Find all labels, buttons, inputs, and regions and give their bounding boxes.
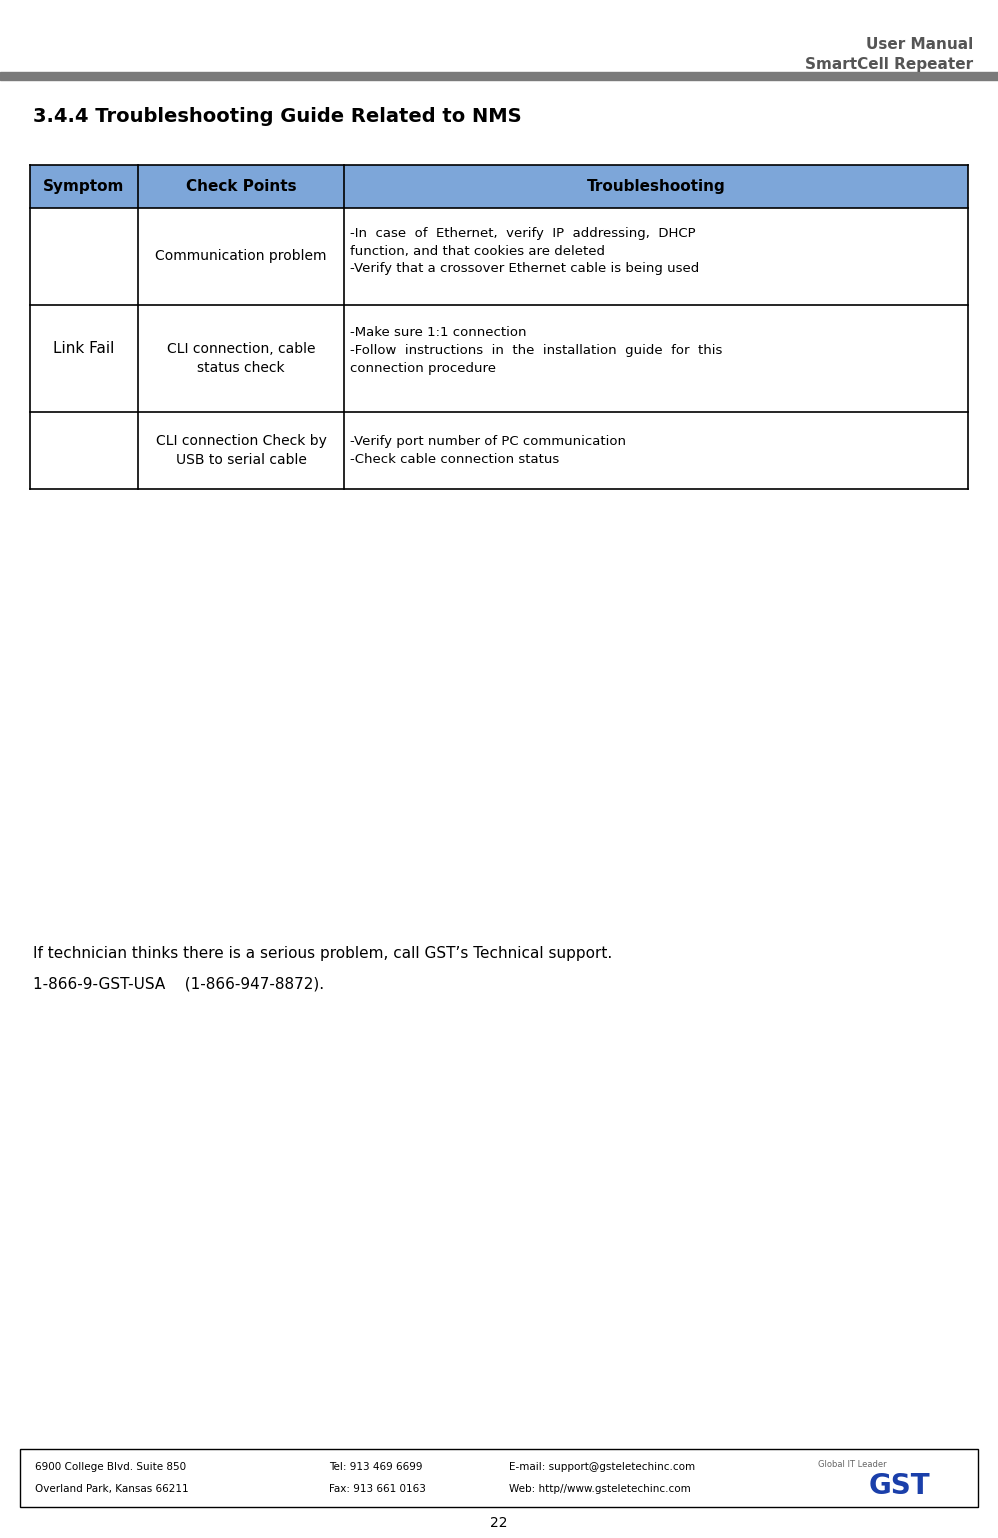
Text: User Manual: User Manual	[866, 37, 973, 52]
Text: -In  case  of  Ethernet,  verify  IP  addressing,  DHCP
function, and that cooki: -In case of Ethernet, verify IP addressi…	[350, 228, 700, 275]
Text: GST: GST	[868, 1472, 930, 1500]
Text: Communication problem: Communication problem	[156, 249, 326, 263]
Text: 22: 22	[490, 1515, 508, 1530]
Text: Symptom: Symptom	[43, 178, 125, 194]
Text: -Make sure 1:1 connection
-Follow  instructions  in  the  installation  guide  f: -Make sure 1:1 connection -Follow instru…	[350, 326, 723, 375]
Text: E-mail: support@gsteletechinc.com: E-mail: support@gsteletechinc.com	[509, 1463, 695, 1472]
Text: Troubleshooting: Troubleshooting	[587, 178, 726, 194]
Bar	[30, 208, 968, 489]
Text: Web: http//www.gsteletechinc.com: Web: http//www.gsteletechinc.com	[509, 1484, 691, 1493]
Text: Link Fail: Link Fail	[53, 341, 115, 355]
Text: -Verify port number of PC communication
-Check cable connection status: -Verify port number of PC communication …	[350, 435, 626, 466]
Text: If technician thinks there is a serious problem, call GST’s Technical support.: If technician thinks there is a serious …	[33, 946, 612, 961]
Text: Overland Park, Kansas 66211: Overland Park, Kansas 66211	[35, 1484, 189, 1493]
Text: CLI connection Check by
USB to serial cable: CLI connection Check by USB to serial ca…	[156, 434, 326, 468]
Bar	[30, 165, 968, 208]
Text: 3.4.4 Troubleshooting Guide Related to NMS: 3.4.4 Troubleshooting Guide Related to N…	[33, 108, 522, 126]
Bar	[0, 72, 998, 80]
Bar	[20, 1449, 978, 1507]
Text: Fax: 913 661 0163: Fax: 913 661 0163	[329, 1484, 426, 1493]
Text: Check Points: Check Points	[186, 178, 296, 194]
Text: Tel: 913 469 6699: Tel: 913 469 6699	[329, 1463, 423, 1472]
Text: 1-866-9-GST-USA    (1-866-947-8872).: 1-866-9-GST-USA (1-866-947-8872).	[33, 977, 324, 992]
Text: 6900 College Blvd. Suite 850: 6900 College Blvd. Suite 850	[35, 1463, 186, 1472]
Text: CLI connection, cable
status check: CLI connection, cable status check	[167, 341, 315, 375]
Text: SmartCell Repeater: SmartCell Repeater	[805, 57, 973, 72]
Text: Global IT Leader: Global IT Leader	[818, 1460, 887, 1469]
